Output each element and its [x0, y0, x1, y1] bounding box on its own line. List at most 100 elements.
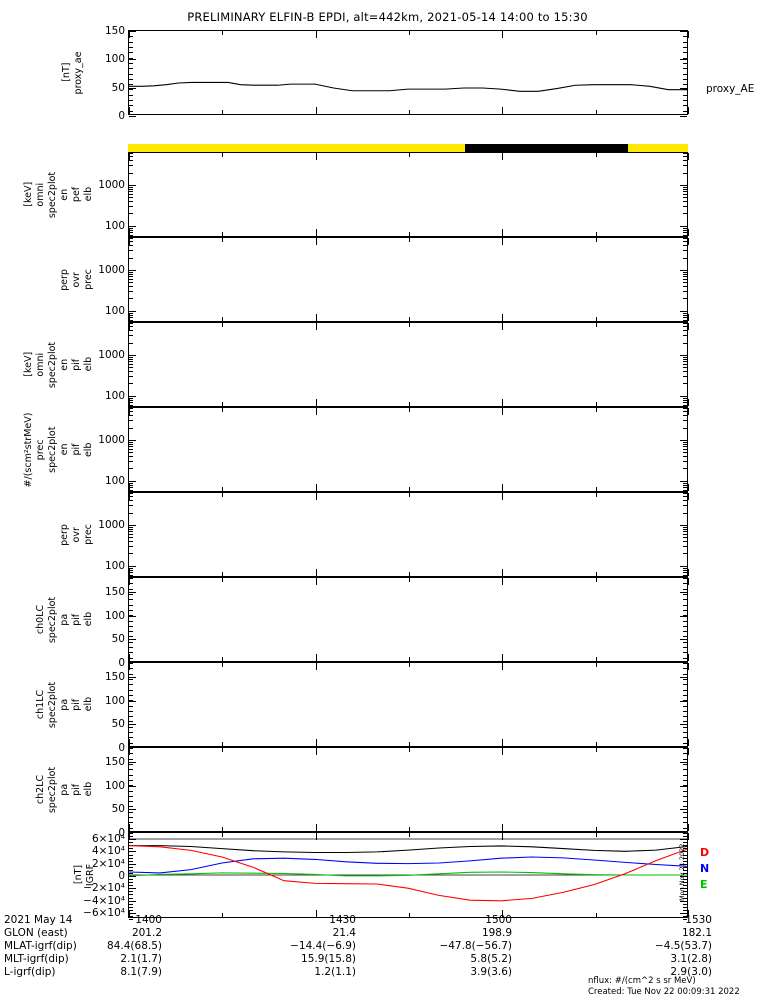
axis-tick [596, 238, 597, 242]
axis-tick [683, 527, 687, 528]
axis-tick [129, 383, 133, 384]
y-tick-label: −4×10⁴ [83, 894, 125, 907]
axis-tick [129, 31, 133, 32]
footer-cell: −14.4(−6.9) [290, 940, 356, 952]
axis-tick [683, 241, 687, 242]
axis-tick [683, 291, 687, 292]
axis-tick [129, 408, 130, 415]
axis-tick [683, 642, 687, 643]
axis-tick [688, 578, 689, 585]
axis-tick [683, 449, 687, 450]
axis-tick [129, 690, 133, 691]
axis-tick [683, 201, 687, 202]
axis-tick [596, 572, 597, 576]
axis-tick [683, 572, 687, 573]
axis-tick [409, 572, 410, 576]
panel-label-word: prec [83, 524, 94, 545]
axis-tick [129, 578, 130, 585]
axis-tick [129, 36, 133, 37]
axis-tick [683, 513, 687, 514]
axis-tick [683, 610, 687, 611]
panel-label-word: pif [71, 698, 82, 711]
axis-tick [683, 493, 687, 494]
axis-tick [129, 63, 133, 64]
axis-tick [222, 402, 223, 406]
axis-tick [129, 786, 136, 787]
footer-row: GLON (east) 201.2 21.4 198.9 182.1 [4, 927, 771, 940]
axis-tick [683, 674, 687, 675]
axis-tick [683, 315, 687, 316]
axis-tick [683, 232, 687, 233]
axis-tick [409, 31, 410, 35]
axis-tick [222, 572, 223, 576]
axis-tick [129, 732, 133, 733]
axis-tick [683, 213, 687, 214]
axis-tick [129, 575, 133, 576]
footer-row: MLAT-igrf(dip) 84.4(68.5) −14.4(−6.9) −47.8… [4, 940, 771, 953]
axis-tick [129, 483, 133, 484]
axis-tick [680, 701, 687, 702]
axis-tick [129, 566, 136, 567]
axis-tick [596, 323, 597, 327]
axis-tick [409, 153, 410, 157]
axis-tick [502, 323, 503, 330]
footer-cell: 1.2(1.1) [314, 966, 356, 978]
footer-notes: nflux: #/(cm^2 s sr MeV) Created: Tue No… [588, 976, 740, 997]
axis-tick [683, 79, 687, 80]
axis-tick [683, 636, 687, 637]
axis-tick [129, 679, 133, 680]
axis-tick [129, 780, 133, 781]
axis-tick [683, 812, 687, 813]
axis-tick [129, 367, 133, 368]
axis-tick [129, 359, 133, 360]
axis-tick [129, 88, 136, 89]
axis-tick [129, 485, 133, 486]
axis-tick [129, 867, 133, 868]
y-tick-label: 1000 [98, 518, 125, 531]
panel-igrf: 6×10⁴ 4×10⁴ 2×10⁴ 0 −2×10⁴ −4×10⁴ −6×10⁴ IGRF [n… [73, 832, 689, 920]
y-tick-label: 100 [104, 389, 125, 402]
axis-tick [129, 405, 133, 406]
panel-label-word: elb [83, 442, 94, 457]
axis-tick [222, 31, 223, 35]
axis-tick [129, 913, 133, 914]
y-tick-label: 1000 [98, 178, 125, 191]
axis-tick [502, 910, 503, 917]
axis-tick [683, 420, 687, 421]
y-tick-label: 100 [104, 474, 125, 487]
axis-tick [129, 663, 133, 664]
axis-tick [683, 428, 687, 429]
axis-tick [129, 870, 133, 871]
axis-tick [316, 31, 317, 38]
panel-label-word: elb [83, 187, 94, 202]
axis-tick [596, 913, 597, 917]
axis-tick [129, 812, 133, 813]
axis-tick [683, 359, 687, 360]
panel-label-pif_pa_ch1LC: elb pif pa spec2plot ch1LC [35, 681, 95, 727]
footer-cell: 15.9(15.8) [301, 953, 356, 965]
axis-tick [316, 910, 317, 917]
axis-tick [129, 357, 133, 358]
axis-tick [502, 739, 503, 746]
axis-tick [502, 569, 503, 576]
axis-tick [409, 663, 410, 667]
axis-tick [683, 335, 687, 336]
axis-tick [129, 631, 133, 632]
axis-tick [683, 415, 687, 416]
footer-cell: 3.1(2.8) [670, 953, 712, 965]
axis-tick [222, 913, 223, 917]
axis-tick [683, 206, 687, 207]
axis-tick [683, 589, 687, 590]
axis-tick [683, 505, 687, 506]
axis-tick [129, 250, 133, 251]
axis-tick [502, 31, 503, 38]
axis-tick [129, 910, 133, 911]
axis-tick [409, 578, 410, 582]
axis-tick [129, 654, 130, 661]
axis-tick [683, 534, 687, 535]
axis-tick [683, 898, 687, 899]
axis-tick [683, 452, 687, 453]
axis-tick [502, 229, 503, 236]
axis-tick [222, 748, 223, 752]
axis-tick [129, 879, 133, 880]
